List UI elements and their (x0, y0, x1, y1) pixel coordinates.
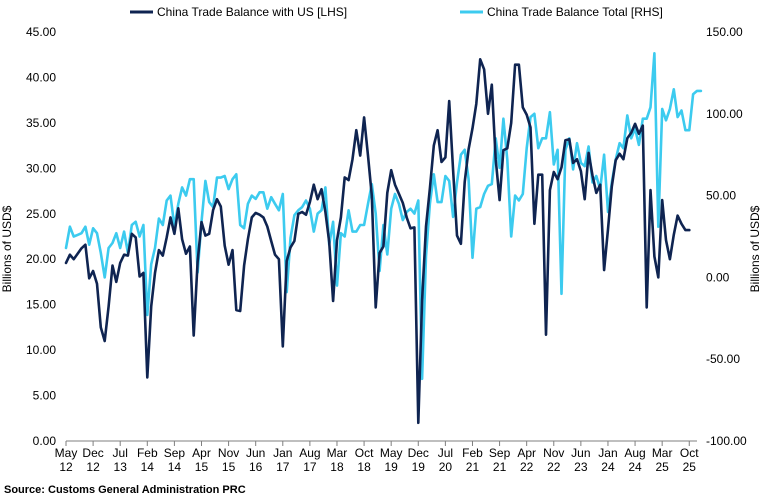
x-tick-label: Mar 18 (327, 446, 348, 474)
y-axis-right: -100.00 -50.00 0.00 50.00 100.00 150.00 (706, 25, 747, 448)
series-line-total (64, 52, 703, 381)
y-axis-label-left: Billions of USD$ (0, 205, 14, 292)
x-tick-label: Dec 12 (82, 446, 103, 474)
x-tick-label: Nov 22 (543, 446, 564, 474)
y-tick-label-right: -100.00 (706, 434, 747, 448)
y-axis-label-right: Billions of USD$ (748, 205, 762, 292)
y-tick-label-right: 0.00 (706, 270, 730, 284)
y-tick-label-left: 0.00 (33, 434, 57, 448)
y-tick-label-left: 10.00 (26, 343, 56, 357)
x-tick-label: Jul 13 (113, 446, 128, 474)
x-tick-label: May 19 (380, 446, 403, 474)
y-tick-label-right: 50.00 (706, 189, 736, 203)
x-tick-label: Aug 24 (624, 446, 645, 474)
x-tick-label: Feb 21 (462, 446, 483, 474)
x-tick-label: Apr 15 (192, 446, 211, 474)
x-tick-label: Feb 14 (137, 446, 158, 474)
series-line-us (64, 58, 691, 425)
y-tick-label-left: 35.00 (26, 116, 56, 130)
x-tick-label: Jul 20 (438, 446, 453, 474)
y-tick-label-left: 20.00 (26, 252, 56, 266)
plot-area (64, 52, 703, 425)
x-tick-label: Aug 17 (299, 446, 320, 474)
x-tick-label: Jan 24 (598, 446, 617, 474)
y-tick-label-left: 45.00 (26, 25, 56, 39)
x-tick-label: Jun 23 (571, 446, 590, 474)
x-tick-label: Sep 21 (489, 446, 511, 474)
x-tick-label: Jan 17 (273, 446, 292, 474)
y-tick-label-right: 150.00 (706, 25, 743, 39)
y-tick-label-left: 15.00 (26, 298, 56, 312)
y-tick-label-left: 30.00 (26, 161, 56, 175)
y-tick-label-right: -50.00 (706, 352, 740, 366)
x-tick-label: Nov 15 (218, 446, 239, 474)
chart-legend: China Trade Balance with US [LHS] China T… (130, 5, 663, 19)
y-tick-label-right: 100.00 (706, 107, 743, 121)
x-tick-label: Sep 14 (164, 446, 186, 474)
x-tick-label: Oct 18 (355, 446, 374, 474)
source-note: Source: Customs General Administration P… (4, 484, 246, 496)
y-tick-label-left: 40.00 (26, 70, 56, 84)
x-tick-label: Jun 16 (246, 446, 265, 474)
y-tick-label-left: 5.00 (33, 389, 57, 403)
y-axis-left: 0.00 5.00 10.00 15.00 20.00 25.00 30.00 35.00 40… (26, 25, 56, 448)
x-tick-label: Dec 19 (408, 446, 429, 474)
x-tick-label: May 12 (55, 446, 78, 474)
x-tick-label: Apr 22 (517, 446, 536, 474)
y-tick-label-left: 25.00 (26, 207, 56, 221)
x-tick-label: Oct 25 (680, 446, 699, 474)
x-tick-label: Mar 25 (652, 446, 673, 474)
legend-label: China Trade Balance with US [LHS] (157, 5, 347, 19)
legend-label: China Trade Balance Total [RHS] (487, 5, 663, 19)
